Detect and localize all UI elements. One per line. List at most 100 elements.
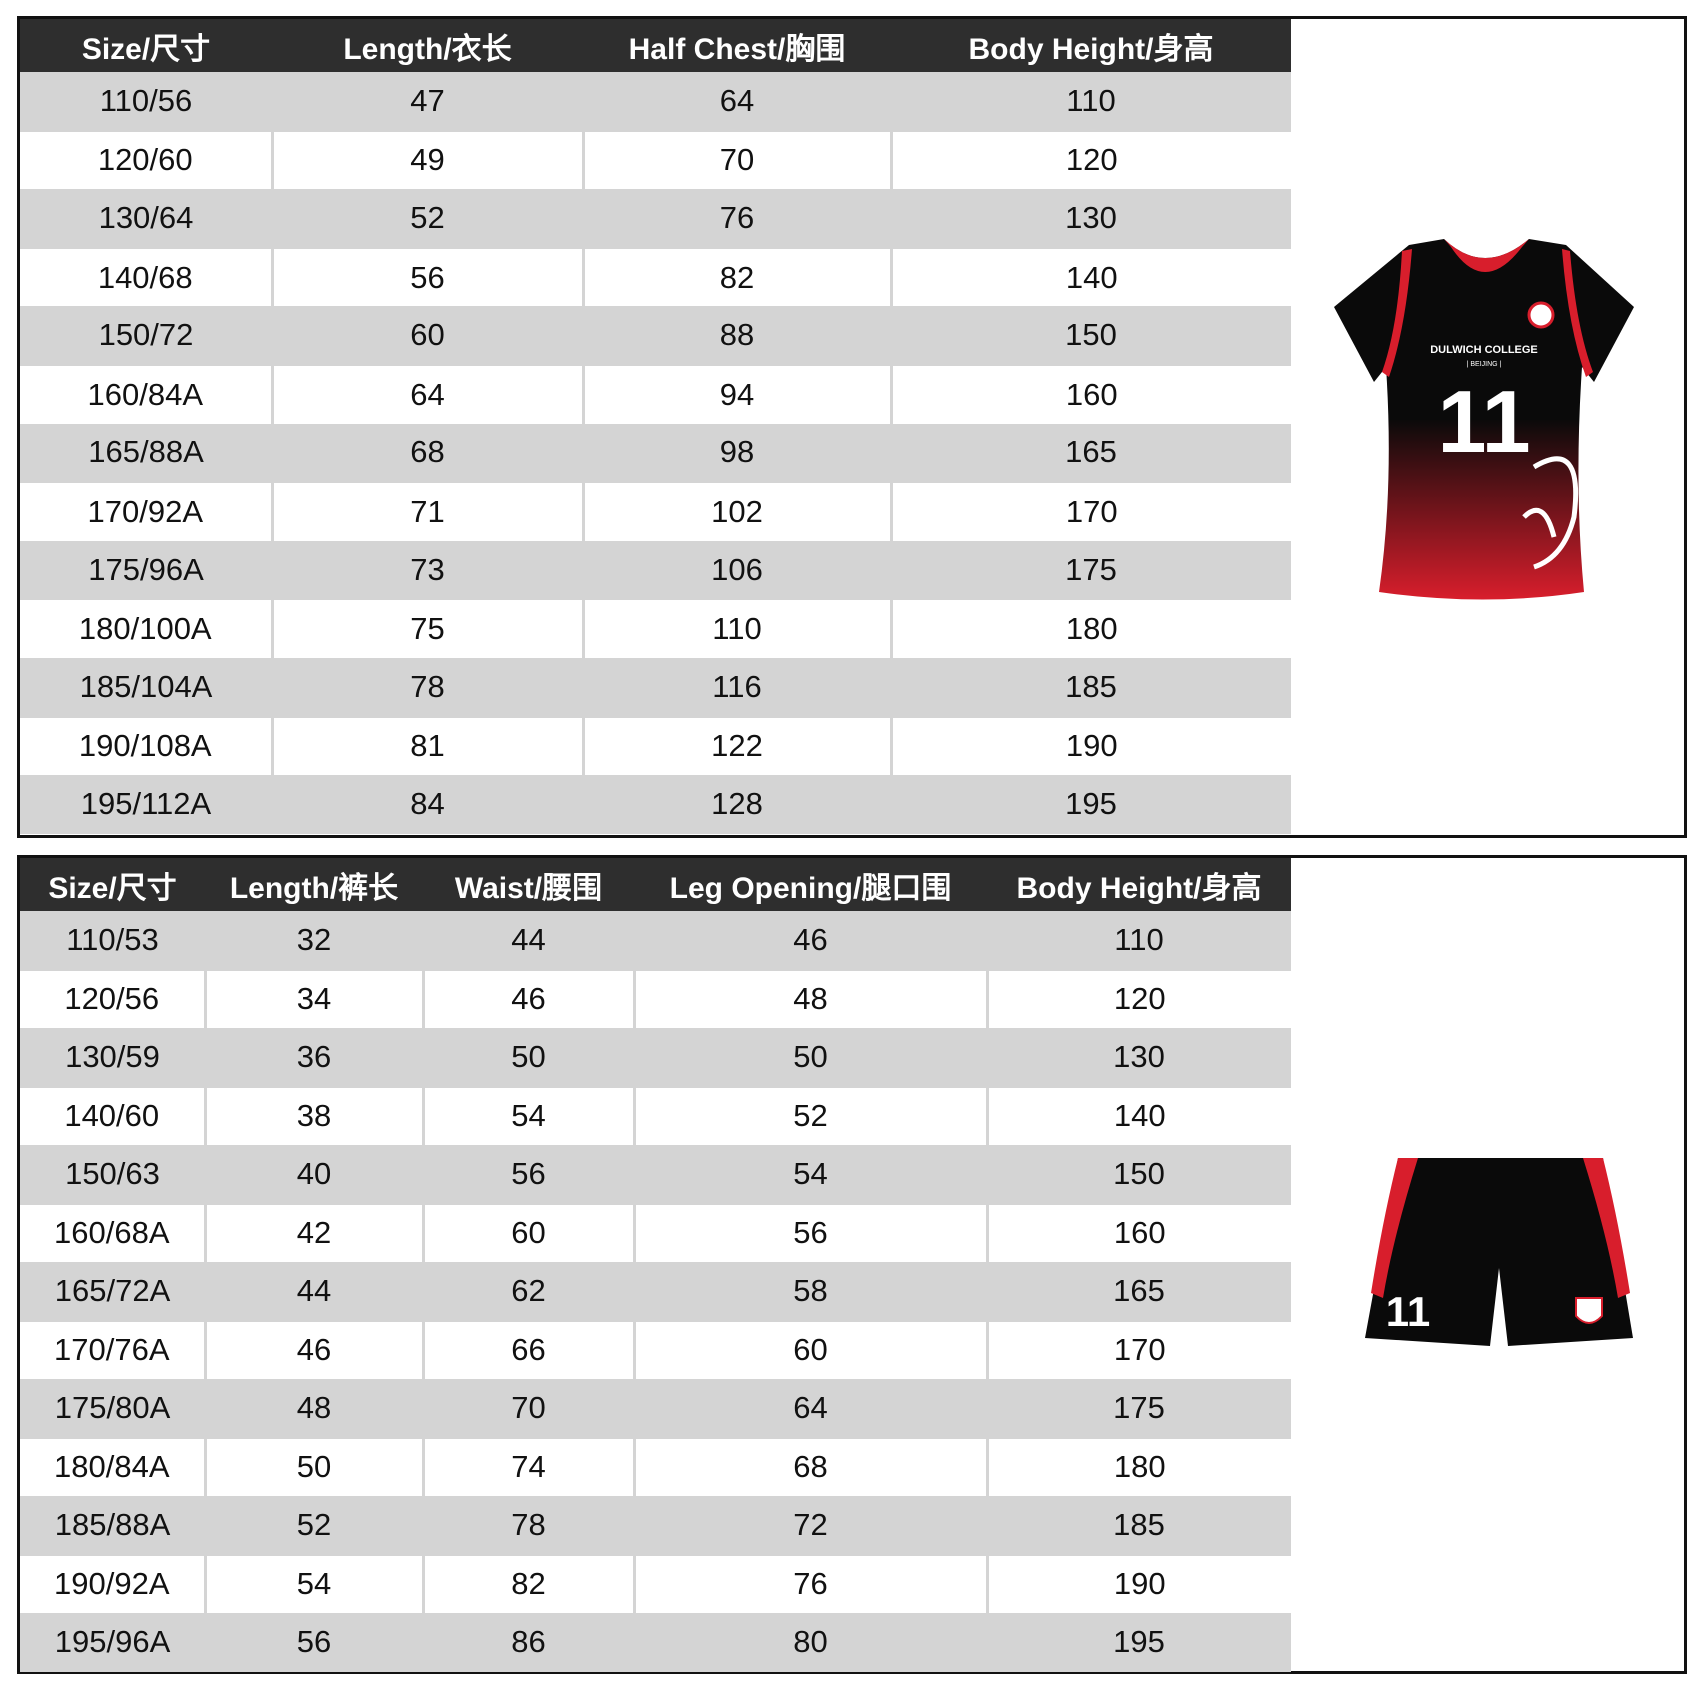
column-header: Size/尺寸	[20, 19, 272, 72]
table-cell: 102	[581, 481, 891, 541]
table-cell: 32	[205, 911, 423, 970]
table-cell: 88	[583, 306, 891, 365]
table-cell: 60	[272, 306, 583, 365]
table-cell: 110	[891, 72, 1291, 131]
table-cell: 56	[205, 1613, 423, 1672]
table-cell: 82	[421, 1553, 634, 1613]
table-cell: 50	[203, 1436, 423, 1496]
table-cell: 68	[632, 1436, 987, 1496]
jersey-image: DULWICH COLLEGE | BEIJING | 11	[1334, 239, 1634, 600]
table-cell: 120	[985, 968, 1291, 1028]
table-row: 170/92A 71 102 170	[20, 481, 1291, 541]
table-cell: 150	[987, 1145, 1291, 1204]
table-cell: 180	[985, 1436, 1291, 1496]
table-cell: 52	[632, 1085, 987, 1145]
table-cell: 165	[987, 1262, 1291, 1321]
shorts-image: 11	[1365, 1158, 1633, 1346]
table-cell: 52	[272, 189, 583, 248]
table-cell: 170/92A	[20, 481, 272, 541]
table-cell: 72	[634, 1496, 987, 1555]
table-row: 150/63 40 56 54 150	[20, 1145, 1291, 1204]
table-row: 165/88A 68 98 165	[20, 423, 1291, 483]
table-row: 180/100A 75 110 180	[20, 598, 1291, 658]
table-cell: 66	[421, 1319, 634, 1379]
table-cell: 175	[987, 1379, 1291, 1438]
table-cell: 165/72A	[20, 1262, 205, 1321]
table-cell: 185/104A	[20, 657, 272, 717]
table-cell: 38	[203, 1085, 423, 1145]
table-cell: 52	[205, 1496, 423, 1555]
jersey-size-table: Size/尺寸 Length/衣长 Half Chest/胸围 Body Height…	[20, 19, 1291, 834]
table-row: 160/68A 42 60 56 160	[20, 1202, 1291, 1262]
table-cell: 60	[632, 1319, 987, 1379]
table-cell: 190	[985, 1553, 1291, 1613]
table-cell: 110/56	[20, 72, 272, 131]
table-cell: 54	[421, 1085, 634, 1145]
table-row: 165/72A 44 62 58 165	[20, 1262, 1291, 1321]
table-cell: 180	[889, 598, 1291, 658]
table-cell: 40	[205, 1145, 423, 1204]
table-cell: 150	[891, 306, 1291, 365]
table-cell: 76	[632, 1553, 987, 1613]
table-cell: 175/80A	[20, 1379, 205, 1438]
table-cell: 130/64	[20, 189, 272, 248]
column-header: Body Height/身高	[987, 858, 1291, 911]
table-cell: 195/96A	[20, 1613, 205, 1672]
table-cell: 64	[634, 1379, 987, 1438]
table-cell: 190	[889, 715, 1291, 776]
table-row: 185/104A 78 116 185	[20, 657, 1291, 717]
table-cell: 140	[889, 246, 1291, 307]
column-header: Length/衣长	[272, 19, 583, 72]
table-row: 140/68 56 82 140	[20, 246, 1291, 307]
table-cell: 170	[889, 481, 1291, 541]
table-cell: 46	[421, 968, 634, 1028]
column-header: Body Height/身高	[891, 19, 1291, 72]
column-header: Leg Opening/腿口围	[634, 858, 987, 911]
table-cell: 180/100A	[20, 598, 272, 658]
column-header: Size/尺寸	[20, 858, 205, 911]
table-cell: 170/76A	[20, 1319, 205, 1379]
table-cell: 56	[423, 1145, 634, 1204]
jersey-school-text: DULWICH COLLEGE	[1430, 344, 1538, 356]
table-row: 190/92A 54 82 76 190	[20, 1553, 1291, 1613]
table-row: 170/76A 46 66 60 170	[20, 1319, 1291, 1379]
table-cell: 150/72	[20, 306, 272, 365]
table-cell: 130	[987, 1028, 1291, 1087]
table-cell: 120	[889, 129, 1291, 190]
column-header: Waist/腰围	[423, 858, 634, 911]
table-cell: 50	[634, 1028, 987, 1087]
table-cell: 94	[581, 363, 891, 424]
table-cell: 42	[203, 1202, 423, 1262]
table-row: 130/59 36 50 50 130	[20, 1028, 1291, 1087]
table-cell: 56	[632, 1202, 987, 1262]
table-cell: 110	[581, 598, 891, 658]
table-cell: 56	[270, 246, 583, 307]
table-cell: 73	[272, 540, 583, 600]
table-cell: 60	[421, 1202, 634, 1262]
table-cell: 34	[203, 968, 423, 1028]
table-cell: 130	[891, 189, 1291, 248]
table-cell: 84	[272, 775, 583, 834]
shorts-size-table: Size/尺寸 Length/裤长 Waist/腰围 Leg Opening/腿口围 B…	[20, 858, 1291, 1672]
table-cell: 120/56	[20, 968, 205, 1028]
table-cell: 70	[423, 1379, 634, 1438]
column-header: Half Chest/胸围	[583, 19, 891, 72]
table-row: 110/56 47 64 110	[20, 72, 1291, 131]
table-cell: 54	[634, 1145, 987, 1204]
table-row: 195/112A 84 128 195	[20, 775, 1291, 834]
table-cell: 36	[205, 1028, 423, 1087]
table-cell: 76	[583, 189, 891, 248]
table-cell: 116	[583, 657, 891, 717]
table-cell: 75	[270, 598, 583, 658]
table-cell: 175	[891, 540, 1291, 600]
table-row: 195/96A 56 86 80 195	[20, 1613, 1291, 1672]
table-cell: 185/88A	[20, 1496, 205, 1555]
table-cell: 160/68A	[20, 1202, 205, 1262]
table-cell: 44	[423, 911, 634, 970]
table-cell: 62	[423, 1262, 634, 1321]
table-cell: 160	[985, 1202, 1291, 1262]
jersey-size-chart: Size/尺寸 Length/衣长 Half Chest/胸围 Body Height…	[17, 16, 1687, 838]
jersey-city-text: | BEIJING |	[1467, 361, 1502, 368]
table-cell: 47	[272, 72, 583, 131]
table-cell: 78	[272, 657, 583, 717]
